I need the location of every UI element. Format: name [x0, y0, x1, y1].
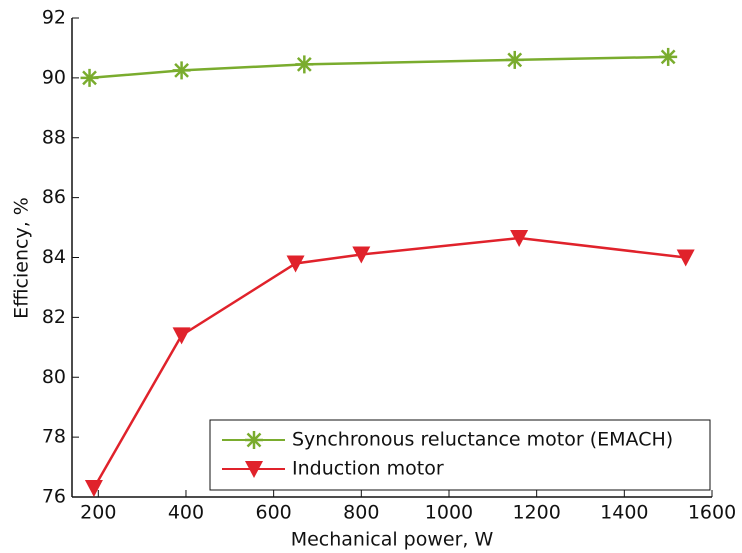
point: [352, 246, 371, 264]
point: [676, 249, 695, 267]
y-tick-label: 88: [42, 126, 66, 148]
legend-marker: [245, 431, 263, 449]
x-tick-label: 1000: [425, 502, 473, 524]
x-tick-label: 1400: [600, 502, 648, 524]
star-stroke: [82, 70, 97, 86]
star-stroke: [660, 49, 676, 65]
y-tick-label: 76: [42, 486, 66, 508]
x-tick-label: 800: [343, 502, 379, 524]
x-tick-label: 1600: [688, 502, 736, 524]
x-tick-label: 400: [168, 502, 204, 524]
point: [172, 327, 191, 345]
x-axis-label: Mechanical power, W: [291, 529, 494, 551]
star-stroke: [246, 432, 262, 448]
point: [505, 50, 524, 69]
point: [172, 61, 191, 80]
x-tick-label: 600: [256, 502, 292, 524]
legend-box: [209, 419, 711, 491]
legend-label: Synchronous reluctance motor (EMACH): [292, 429, 673, 451]
y-tick-label: 82: [42, 306, 66, 328]
y-tick-label: 84: [42, 246, 66, 268]
y-tick-label: 86: [42, 186, 66, 208]
line: [92, 236, 686, 489]
y-tick-label: 92: [42, 7, 66, 29]
point: [286, 255, 305, 273]
point: [295, 55, 314, 74]
legend-label: Induction motor: [292, 458, 444, 480]
star-stroke: [174, 63, 189, 78]
point: [659, 47, 678, 66]
point: [80, 68, 99, 87]
x-tick-label: 200: [80, 502, 116, 524]
legend-marker: [245, 461, 263, 478]
point: [510, 230, 529, 248]
point: [84, 480, 103, 498]
y-tick-label: 78: [42, 426, 66, 448]
y-tick-label: 90: [42, 66, 66, 88]
y-axis-label: Efficiency, %: [11, 197, 33, 319]
x-tick-label: 1200: [512, 502, 560, 524]
y-tick-label: 80: [42, 366, 66, 388]
star-stroke: [296, 57, 312, 72]
star-stroke: [507, 52, 523, 68]
